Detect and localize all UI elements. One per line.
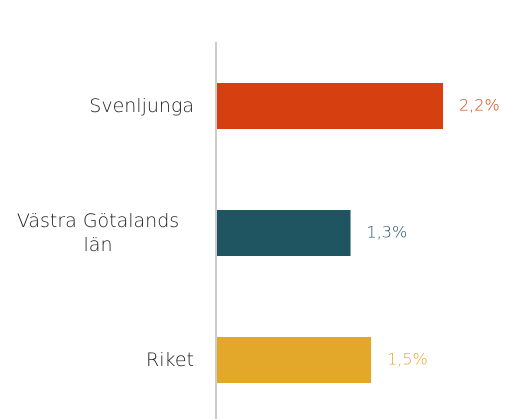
value-label: 1,5% <box>387 350 428 369</box>
bar <box>217 210 351 256</box>
value-label: 1,3% <box>367 223 408 242</box>
value-label: 2,2% <box>459 96 500 115</box>
category-label: Svenljunga <box>89 95 194 117</box>
category-label: Västra Götalands län <box>16 210 180 256</box>
category-label: Riket <box>146 349 194 371</box>
bar <box>217 337 372 383</box>
bar <box>217 83 443 129</box>
